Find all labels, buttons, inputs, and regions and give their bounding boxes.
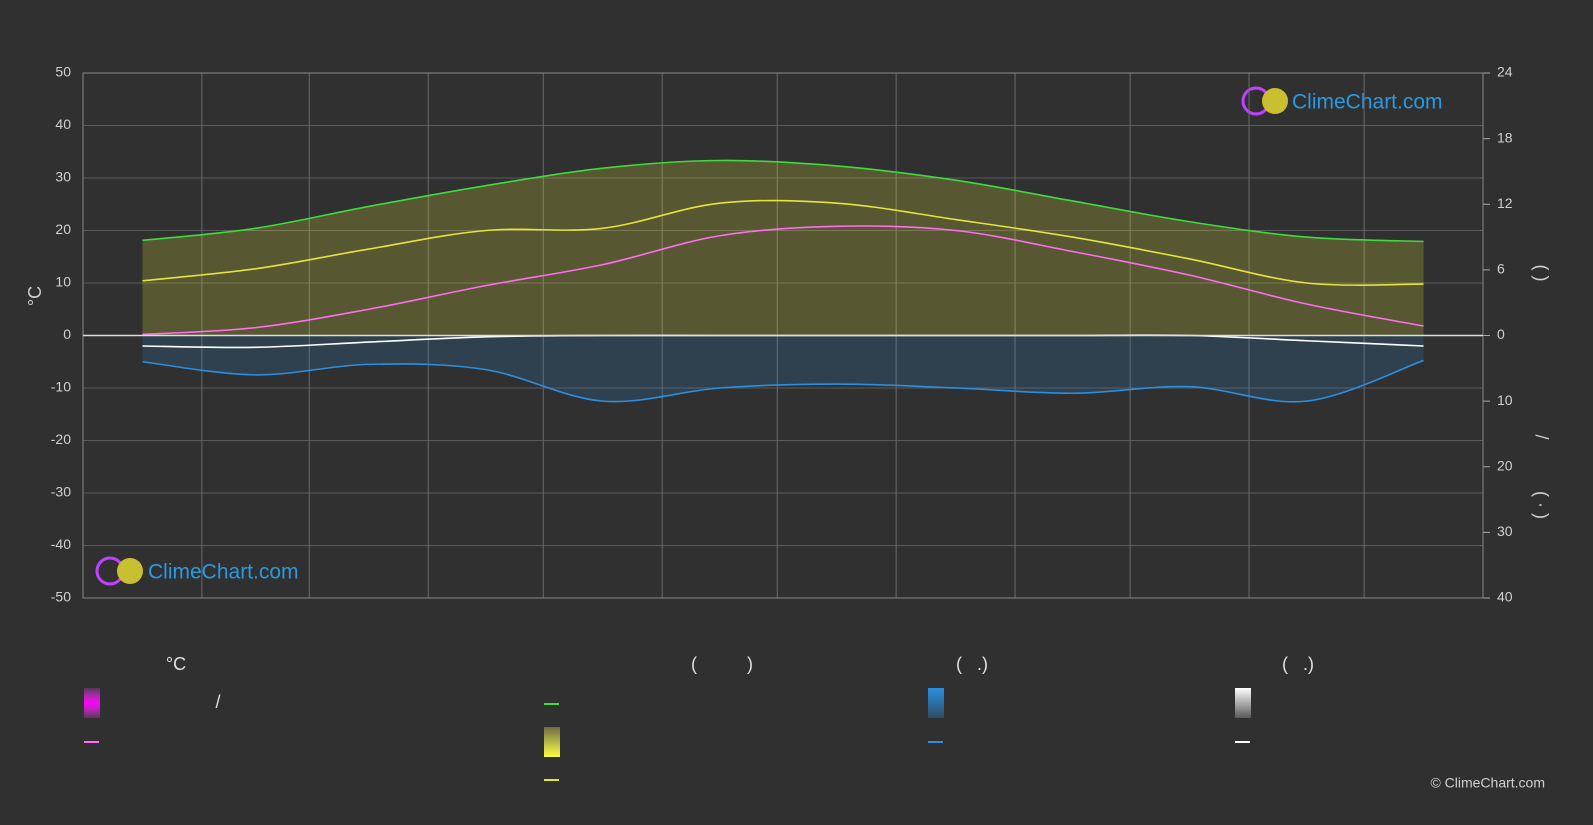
legend-item: / [215,692,220,712]
series-line [142,359,1424,403]
y2-tick-label: 6 [1497,261,1505,277]
copyright: © ClimeChart.com [1430,775,1545,791]
y3-tick-label: 20 [1497,457,1513,473]
y-tick-label: -50 [51,589,71,605]
y-tick-label: 50 [55,64,71,80]
logo-icon [1262,88,1288,114]
series-line [142,159,1424,243]
logo: ClimeChart.com [148,561,299,584]
logo: ClimeChart.com [1292,91,1443,114]
y-tick-label: 30 [55,169,71,185]
y3-label: / [1531,434,1551,439]
y-tick-label: -40 [51,536,71,552]
y-tick-label: 10 [55,274,71,290]
legend-swatch [544,727,560,757]
y3-tick-label: 10 [1497,392,1513,408]
y2-tick-label: 18 [1497,129,1513,145]
legend-swatch [84,688,100,718]
y3-label: ( · ) [1531,491,1551,519]
y-label: °C [25,286,45,306]
y-tick-label: 20 [55,221,71,237]
legend-header: ( .) [956,654,988,674]
legend-header: ( ) [691,654,753,674]
y-tick-label: -10 [51,379,71,395]
legend-header: ( .) [1282,654,1314,674]
y-tick-label: -20 [51,431,71,447]
y-tick-label: 0 [63,326,71,342]
legend-swatch [928,688,944,718]
y2-tick-label: 0 [1497,326,1505,342]
y2-tick-label: 12 [1497,195,1513,211]
legend-header: °C [166,654,186,674]
y-tick-label: 40 [55,116,71,132]
legend-swatch [1235,688,1251,718]
y3-tick-label: 40 [1497,589,1513,605]
logo-icon [117,558,143,584]
y3-tick-label: 30 [1497,523,1513,539]
series-line [142,199,1424,286]
y-tick-label: -30 [51,484,71,500]
y2-label: ( ) [1531,265,1551,282]
y2-tick-label: 24 [1497,64,1513,80]
series-line [142,225,1424,336]
area [142,335,1424,402]
area [142,160,1424,336]
